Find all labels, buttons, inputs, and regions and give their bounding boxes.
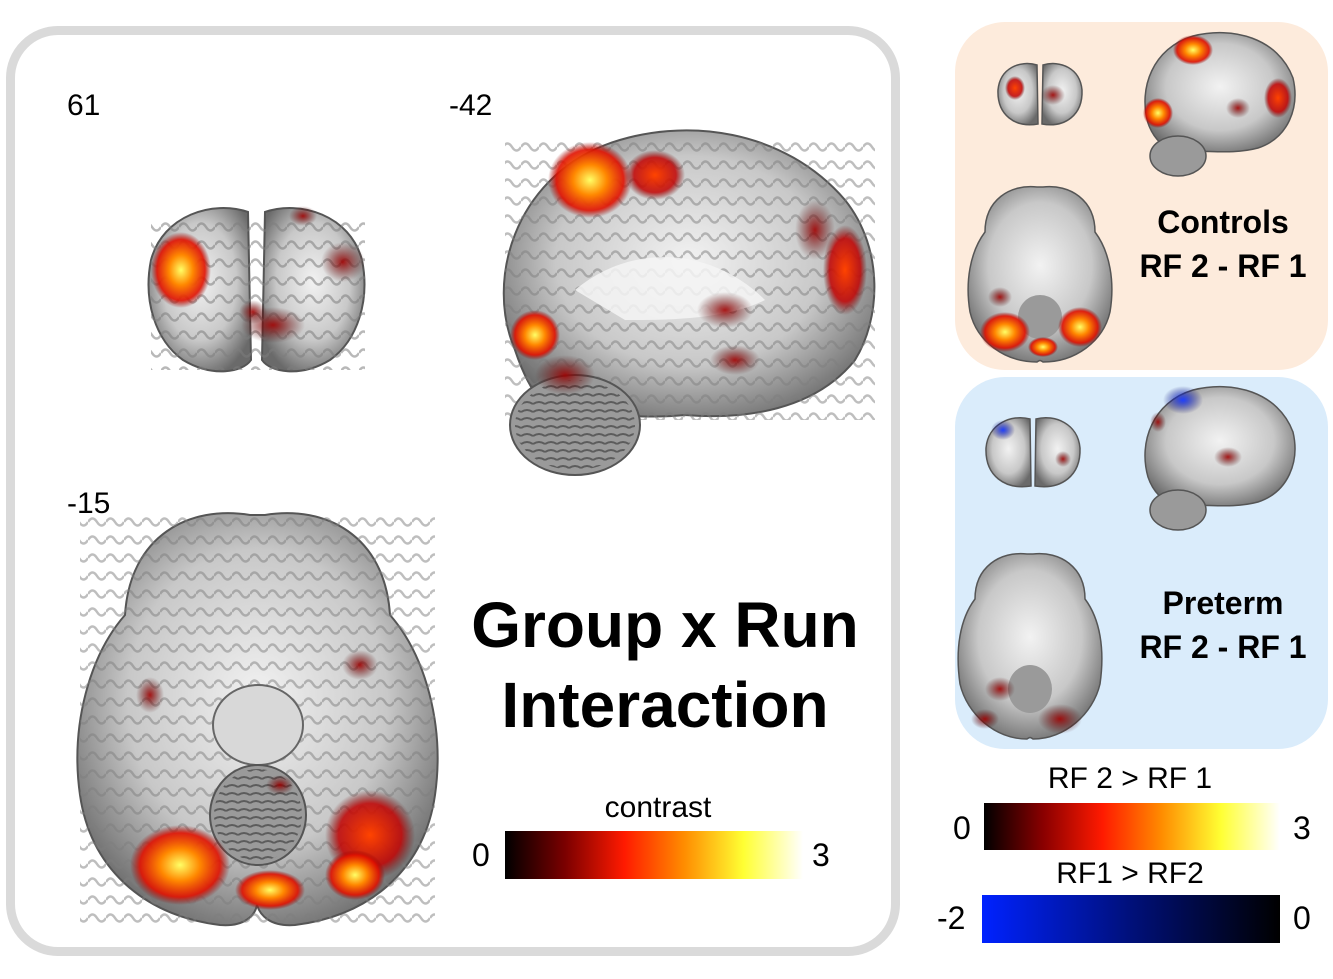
controls-label-line1: Controls (1157, 204, 1289, 240)
preterm-panel: Preterm RF 2 - RF 1 (955, 377, 1328, 749)
sagittal-brain-image (502, 129, 876, 476)
negative-colorbar-min: -2 (937, 900, 966, 936)
contrast-colorbar-min: 0 (472, 837, 490, 873)
preterm-label-line1: Preterm (1162, 585, 1284, 621)
controls-coronal-brain-image (997, 62, 1083, 126)
controls-sagittal-brain-image (1143, 31, 1296, 177)
positive-colorbar-max: 3 (1293, 810, 1311, 846)
negative-colorbar-title: RF1 > RF2 (1056, 857, 1204, 890)
preterm-label: Preterm RF 2 - RF 1 (1123, 581, 1323, 669)
contrast-colorbar-max: 3 (812, 837, 830, 873)
preterm-label-line2: RF 2 - RF 1 (1139, 629, 1307, 665)
axial-brain-image (76, 512, 439, 927)
contrast-colorbar (505, 831, 803, 879)
figure-title-line2: Interaction (501, 669, 829, 741)
controls-axial-brain-image (967, 185, 1113, 363)
coronal-brain-image (147, 206, 366, 373)
sagittal-slice-label: -42 (449, 89, 493, 122)
figure-title: Group x Run Interaction (435, 585, 895, 745)
contrast-colorbar-title: contrast (604, 791, 712, 824)
controls-label-line2: RF 2 - RF 1 (1139, 248, 1307, 284)
preterm-axial-brain-image (957, 552, 1103, 740)
figure-title-line1: Group x Run (471, 589, 859, 661)
controls-panel: Controls RF 2 - RF 1 (955, 22, 1328, 370)
group-interaction-panel: 61 -42 -15 (6, 26, 900, 956)
positive-colorbar-min: 0 (953, 810, 971, 846)
positive-colorbar (984, 803, 1280, 850)
positive-colorbar-title: RF 2 > RF 1 (1047, 762, 1213, 795)
controls-label: Controls RF 2 - RF 1 (1123, 200, 1323, 288)
preterm-sagittal-brain-image (1144, 385, 1296, 531)
negative-colorbar (982, 895, 1280, 943)
negative-colorbar-max: 0 (1293, 900, 1311, 936)
axial-slice-label: -15 (67, 487, 111, 520)
preterm-coronal-brain-image (985, 417, 1081, 488)
coronal-slice-label: 61 (67, 89, 101, 122)
